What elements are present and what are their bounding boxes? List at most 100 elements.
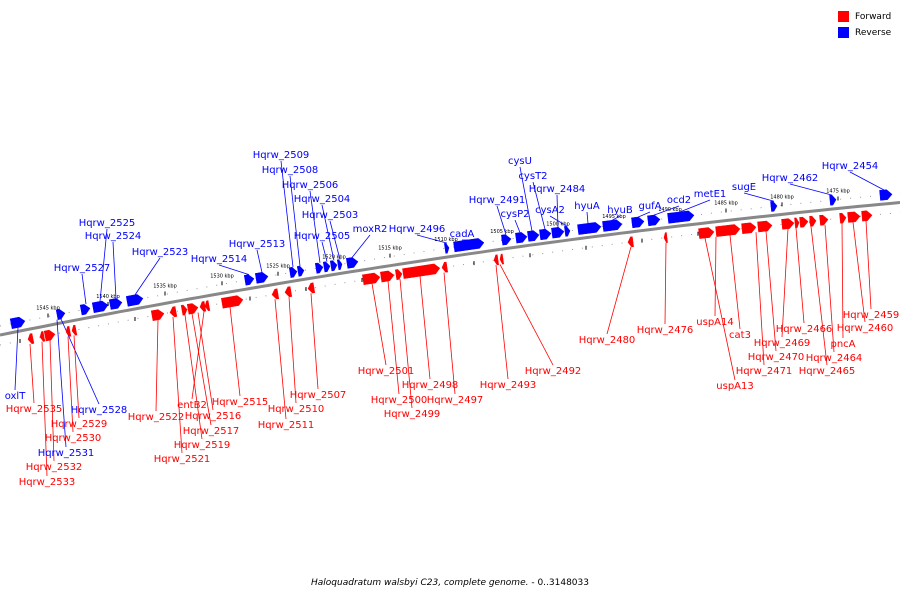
gene-label: Hqrw_2511 [258,420,315,431]
legend-forward: Forward [838,9,891,24]
gene-arrow [221,295,244,309]
leader-line [714,236,717,317]
gene-arrow [539,228,552,241]
leader-line [556,194,559,228]
gene-label: Hqrw_2500 [371,395,428,406]
gene-arrow [380,270,395,283]
gene-label: Hqrw_2517 [183,426,240,437]
leader-line [781,228,789,338]
leader-line [852,221,866,323]
leader-line [14,327,19,391]
gene-label: Hqrw_2508 [262,165,319,176]
gene-arrow [314,262,324,274]
gene-label: Hqrw_2504 [294,194,351,205]
gene-label: cadA [450,229,475,240]
gene-label: metE1 [694,189,727,200]
gene-label: Hqrw_2459 [843,310,900,321]
gene-arrow [79,304,91,316]
leader-line [310,293,319,390]
gene-label: Hqrw_2528 [71,405,128,416]
leader-line [256,249,263,273]
gene-label: Hqrw_2498 [402,380,459,391]
gene-label: Hqrw_2484 [529,184,586,195]
leader-line [49,340,55,462]
leader-line [134,257,161,296]
tick-label: 1515 kbp [378,246,402,252]
gene-arrow [444,242,450,254]
leader-line [29,343,35,404]
gene-label: Hqrw_2521 [154,454,211,465]
gene-label: Hqrw_2507 [290,390,347,401]
backbone-line [0,201,900,337]
leader-line [532,181,546,230]
gene-label: oxlT [5,391,27,402]
legend-reverse: Reverse [838,25,891,40]
gene-label: Hqrw_2464 [806,353,863,364]
gene-arrow [499,253,504,265]
tick-label: 1525 kbp [266,264,290,270]
gene-arrow [631,216,645,229]
leader-line [321,241,328,262]
leader-line [288,296,297,404]
gene-arrow [879,189,893,201]
caption-range: - 0..3148033 [528,578,589,588]
gene-label: cysU [508,156,532,167]
gene-label: Hqrw_2454 [822,161,879,172]
leader-line [679,199,711,213]
leader-line [795,227,805,324]
gene-arrow [55,308,66,320]
tick-label: 1495 kbp [602,214,626,220]
caption-organism: Haloquadratum walsbyi C23, complete geno… [311,578,529,588]
leader-line [309,190,321,263]
gene-label: Hqrw_2462 [762,173,819,184]
leader-line [81,273,87,305]
gene-arrow [698,227,715,239]
leader-line [191,313,212,426]
leader-line [274,299,287,420]
leader-line [514,219,521,233]
leader-line [519,166,533,231]
gene-label: Hqrw_2466 [776,324,833,335]
leader-line [765,231,777,352]
gene-arrow [169,306,178,318]
gene-label: Hqrw_2471 [736,366,793,377]
leader-line [495,264,509,380]
gene-arrow [108,298,123,310]
gene-label: Hqrw_2523 [132,247,189,258]
leader-line [191,311,205,400]
gene-label: gufA [638,201,661,212]
tick-label: 1490 kbp [658,207,682,213]
gene-arrow [362,272,381,286]
gene-arrow [602,219,623,232]
leader-line [443,272,456,395]
tick-label: 1530 kbp [210,273,234,279]
gene-label: Hqrw_2525 [79,218,136,229]
gene-label: entB2 [177,400,207,411]
gene-arrow [243,274,255,286]
gene-label: Hqrw_2499 [384,409,441,420]
leader-line [586,211,589,224]
leader-line [789,183,833,196]
tick-label: 1535 kbp [153,283,177,289]
gene-arrow [663,232,668,243]
leader-line [351,234,371,258]
legend-reverse-swatch [838,27,849,38]
leader-line [755,232,765,366]
leader-line [606,246,632,335]
gene-label: Hqrw_2491 [469,195,526,206]
gene-arrow [91,300,109,313]
gene-arrow [284,286,293,298]
gene-arrow [254,272,269,284]
gene-label: Hqrw_2522 [128,412,185,423]
gene-label: Hqrw_2492 [525,366,582,377]
gene-label: Hqrw_2460 [837,323,894,334]
gene-arrow [150,309,165,321]
leader-line [729,235,741,330]
leader-line [197,312,214,411]
leader-line [67,336,74,433]
gene-arrow [741,222,757,235]
gene-label: pncA [830,339,855,350]
gene-label: Hqrw_2510 [268,404,325,415]
gene-arrow [627,236,634,248]
